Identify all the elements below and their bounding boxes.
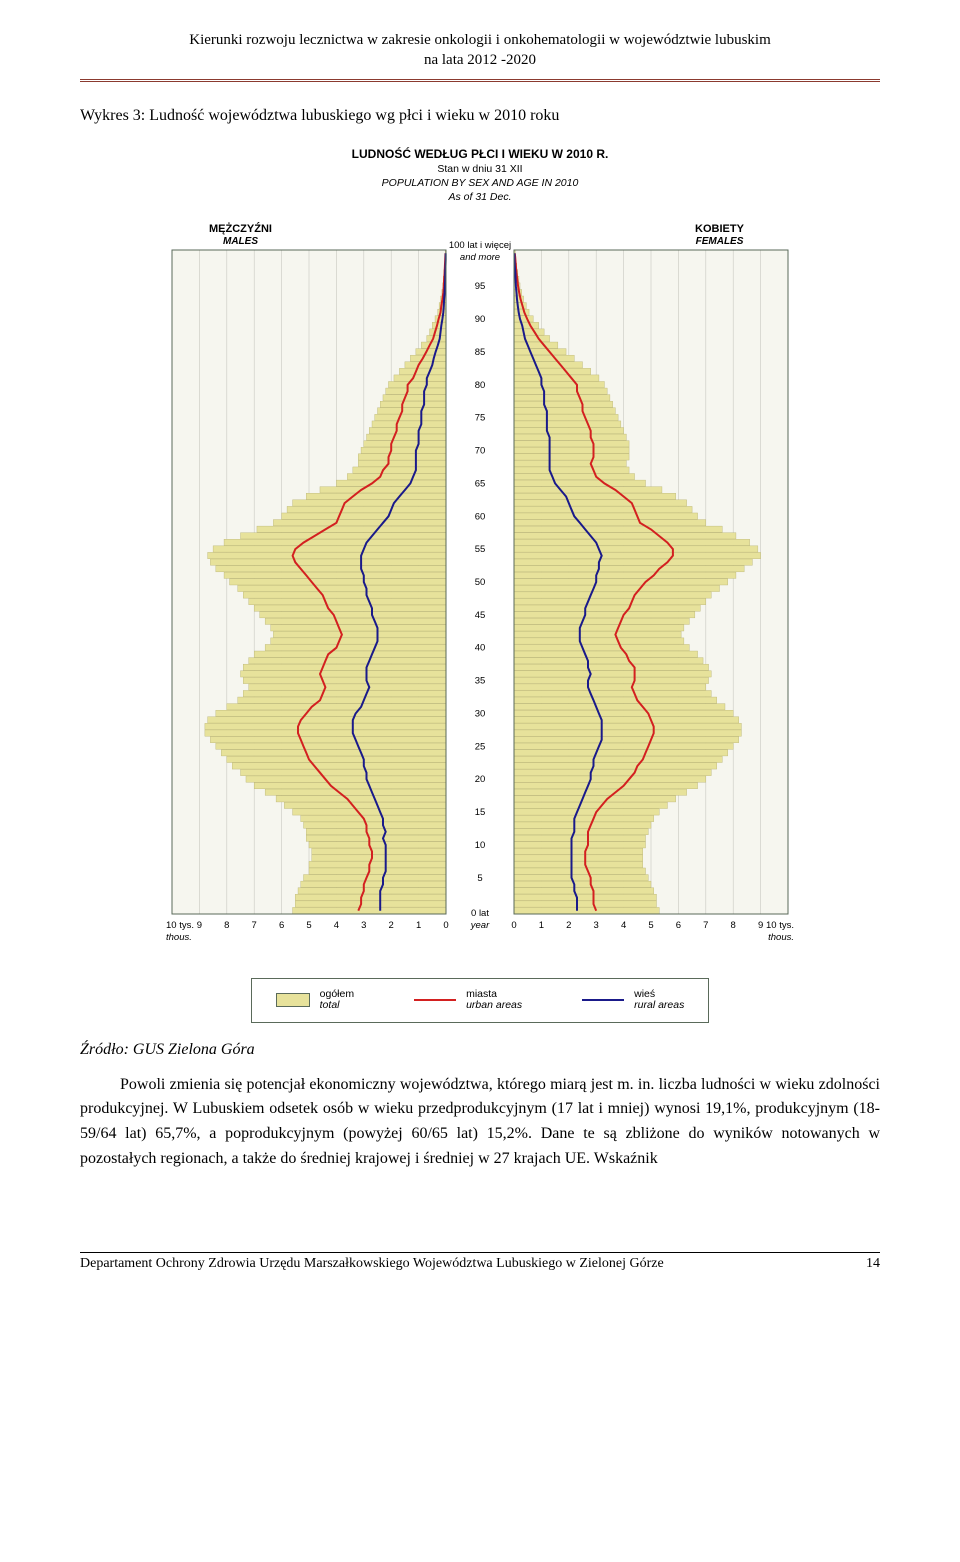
- svg-text:and more: and more: [460, 252, 500, 263]
- svg-text:85: 85: [475, 346, 486, 357]
- svg-text:10 tys.: 10 tys.: [766, 920, 794, 931]
- legend-urban-line: [414, 999, 456, 1001]
- svg-text:60: 60: [475, 511, 486, 522]
- svg-text:POPULATION BY SEX AND AGE IN 2: POPULATION BY SEX AND AGE IN 2010: [382, 177, 579, 189]
- svg-text:15: 15: [475, 807, 486, 818]
- svg-text:8: 8: [224, 920, 229, 931]
- svg-text:4: 4: [334, 920, 339, 931]
- svg-text:5: 5: [306, 920, 311, 931]
- svg-text:1: 1: [416, 920, 421, 931]
- svg-text:2: 2: [566, 920, 571, 931]
- svg-text:KOBIETY: KOBIETY: [695, 223, 745, 235]
- legend-total: ogółem total: [276, 989, 354, 1012]
- svg-text:0 lat: 0 lat: [471, 908, 489, 919]
- svg-text:95: 95: [475, 281, 486, 292]
- svg-text:90: 90: [475, 314, 486, 325]
- svg-text:4: 4: [621, 920, 626, 931]
- legend-box: ogółem total miasta urban areas wieś rur…: [251, 978, 710, 1023]
- svg-text:thous.: thous.: [166, 932, 192, 943]
- footer-page-number: 14: [866, 1256, 880, 1272]
- svg-text:20: 20: [475, 774, 486, 785]
- svg-text:25: 25: [475, 741, 486, 752]
- svg-text:1: 1: [539, 920, 544, 931]
- svg-text:5: 5: [648, 920, 653, 931]
- svg-text:8: 8: [731, 920, 736, 931]
- svg-text:2: 2: [389, 920, 394, 931]
- svg-text:6: 6: [676, 920, 681, 931]
- legend: ogółem total miasta urban areas wieś rur…: [80, 978, 880, 1023]
- legend-urban-en: urban areas: [466, 1000, 522, 1012]
- legend-rural-en: rural areas: [634, 1000, 684, 1012]
- svg-text:Stan w dniu 31 XII: Stan w dniu 31 XII: [437, 163, 522, 175]
- footer-rule: [80, 1252, 880, 1253]
- svg-text:FEMALES: FEMALES: [696, 236, 744, 247]
- svg-text:MĘŻCZYŹNI: MĘŻCZYŹNI: [209, 222, 272, 235]
- svg-text:6: 6: [279, 920, 284, 931]
- header-line-1: Kierunki rozwoju lecznictwa w zakresie o…: [80, 30, 880, 50]
- svg-text:9: 9: [758, 920, 763, 931]
- svg-text:40: 40: [475, 642, 486, 653]
- svg-text:0: 0: [443, 920, 448, 931]
- svg-text:year: year: [470, 920, 490, 931]
- svg-text:65: 65: [475, 478, 486, 489]
- legend-total-swatch: [276, 993, 310, 1007]
- svg-text:75: 75: [475, 412, 486, 423]
- legend-rural-line: [582, 999, 624, 1001]
- svg-text:70: 70: [475, 445, 486, 456]
- figure-caption: Wykres 3: Ludność województwa lubuskiego…: [80, 104, 880, 128]
- svg-text:5: 5: [477, 872, 482, 883]
- svg-text:50: 50: [475, 577, 486, 588]
- svg-text:As of 31 Dec.: As of 31 Dec.: [447, 191, 511, 203]
- svg-text:35: 35: [475, 675, 486, 686]
- svg-text:MALES: MALES: [223, 236, 258, 247]
- svg-text:9: 9: [197, 920, 202, 931]
- svg-text:0: 0: [511, 920, 516, 931]
- svg-text:100 lat i więcej: 100 lat i więcej: [449, 240, 511, 251]
- svg-text:7: 7: [703, 920, 708, 931]
- header-rule: [80, 79, 880, 82]
- document-header: Kierunki rozwoju lecznictwa w zakresie o…: [80, 30, 880, 75]
- svg-text:10: 10: [475, 839, 486, 850]
- svg-text:LUDNOŚĆ WEDŁUG PŁCI I WIEKU W: LUDNOŚĆ WEDŁUG PŁCI I WIEKU W 2010 R.: [352, 146, 609, 161]
- svg-text:80: 80: [475, 379, 486, 390]
- svg-text:7: 7: [252, 920, 257, 931]
- svg-text:10 tys.: 10 tys.: [166, 920, 194, 931]
- document-footer: Departament Ochrony Zdrowia Urzędu Marsz…: [80, 1252, 880, 1272]
- page: Kierunki rozwoju lecznictwa w zakresie o…: [0, 0, 960, 1292]
- legend-urban: miasta urban areas: [414, 989, 522, 1012]
- svg-text:thous.: thous.: [768, 932, 794, 943]
- legend-total-en: total: [320, 1000, 354, 1012]
- header-line-2: na lata 2012 -2020: [80, 50, 880, 70]
- svg-text:55: 55: [475, 544, 486, 555]
- legend-rural: wieś rural areas: [582, 989, 684, 1012]
- footer-text: Departament Ochrony Zdrowia Urzędu Marsz…: [80, 1256, 664, 1272]
- svg-text:45: 45: [475, 609, 486, 620]
- svg-text:3: 3: [361, 920, 366, 931]
- figure-source: Źródło: GUS Zielona Góra: [80, 1041, 880, 1059]
- body-paragraph: Powoli zmienia się potencjał ekonomiczny…: [80, 1073, 880, 1172]
- chart-container: LUDNOŚĆ WEDŁUG PŁCI I WIEKU W 2010 R. Sta…: [80, 140, 880, 960]
- svg-text:30: 30: [475, 708, 486, 719]
- svg-text:3: 3: [594, 920, 599, 931]
- population-pyramid-chart: LUDNOŚĆ WEDŁUG PŁCI I WIEKU W 2010 R. Sta…: [120, 140, 840, 960]
